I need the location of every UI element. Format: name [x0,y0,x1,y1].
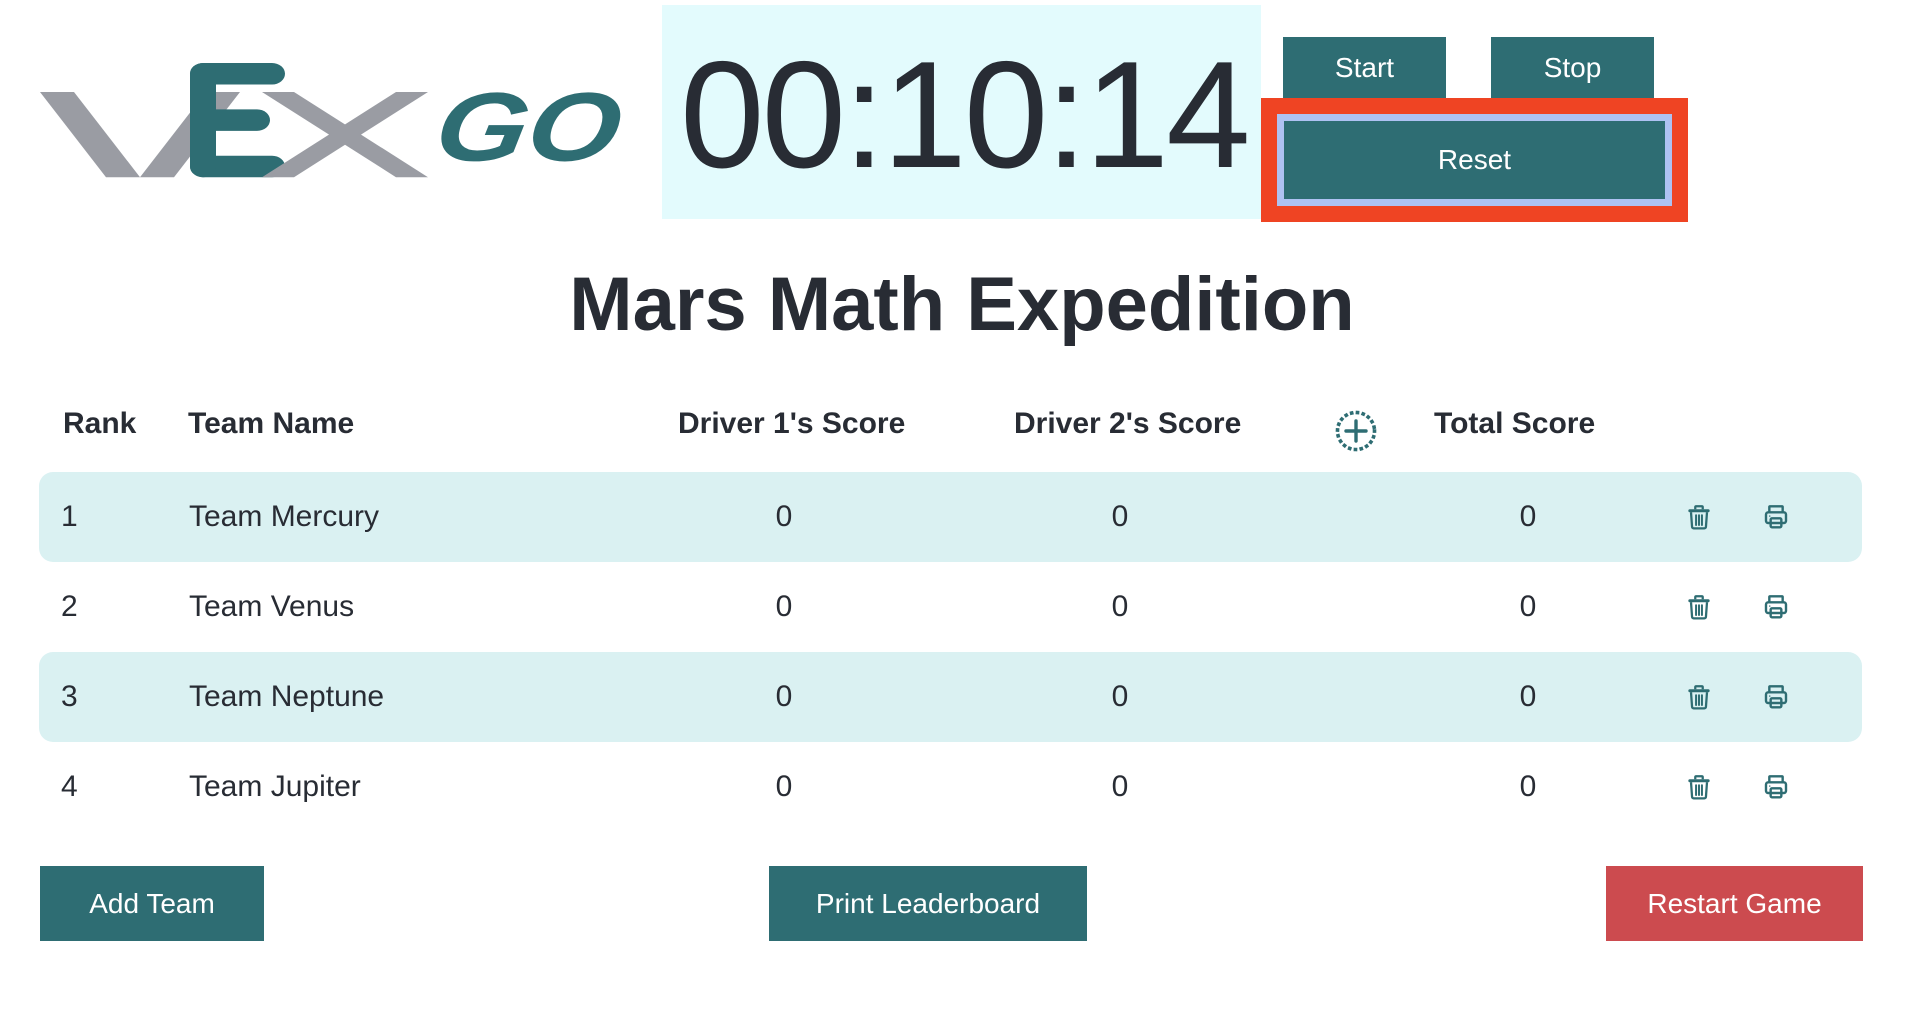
svg-text:GO: GO [428,73,630,182]
